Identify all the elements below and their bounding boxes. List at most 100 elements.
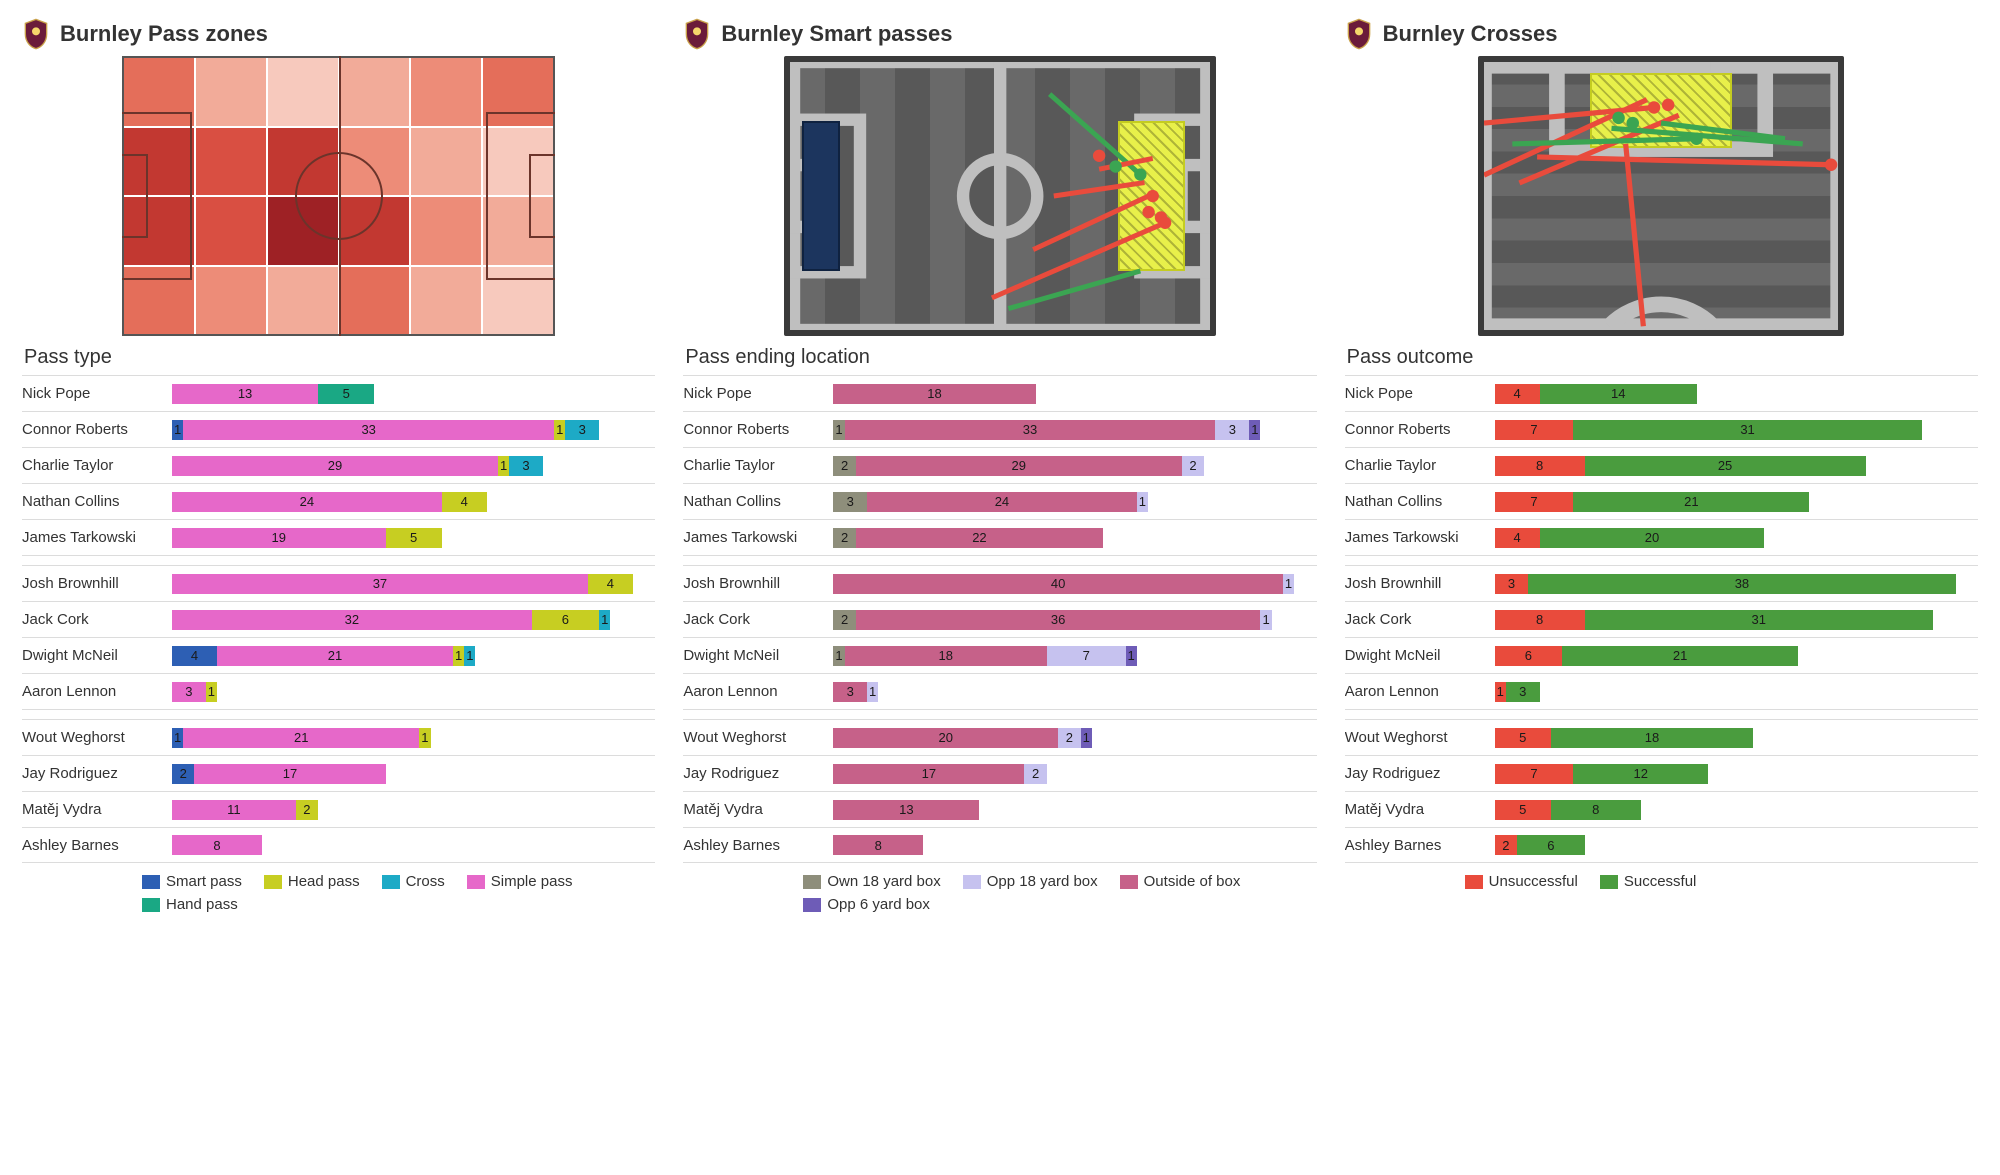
heat-cell (268, 128, 338, 196)
legend-label: Opp 18 yard box (987, 873, 1098, 890)
player-name: Charlie Taylor (1345, 457, 1495, 474)
bar-segment: 5 (1495, 728, 1551, 748)
table-row: Matěj Vydra58 (1345, 791, 1978, 827)
table-row: Jay Rodriguez217 (22, 755, 655, 791)
bar-track: 31 (172, 682, 655, 702)
pass-line (1537, 157, 1831, 165)
bar-track: 13331 (833, 420, 1316, 440)
player-name: Dwight McNeil (683, 647, 833, 664)
heat-cell (483, 197, 553, 265)
pass-dot (1648, 101, 1660, 113)
legend-swatch (803, 898, 821, 912)
table-row: Dwight McNeil11871 (683, 637, 1316, 673)
bar-segment: 14 (1540, 384, 1697, 404)
legend-item: Own 18 yard box (803, 873, 940, 890)
bar-track: 374 (172, 574, 655, 594)
bar-segment: 12 (1573, 764, 1708, 784)
table-row: Connor Roberts13313 (22, 411, 655, 447)
bar-segment: 17 (833, 764, 1024, 784)
bar-segment: 29 (856, 456, 1182, 476)
bar-segment: 1 (1495, 682, 1506, 702)
legend-label: Opp 6 yard box (827, 896, 930, 913)
column-crosses: Burnley Crosses Pass outcome Nick Pope41… (1345, 18, 1978, 1157)
heat-cell (124, 128, 194, 196)
bar-segment: 1 (206, 682, 217, 702)
pass-dot (1093, 150, 1105, 162)
bar-segment: 6 (1495, 646, 1562, 666)
heat-cell (268, 197, 338, 265)
pass-line (1033, 196, 1148, 250)
legend-item: Successful (1600, 873, 1697, 890)
bar-segment: 5 (318, 384, 374, 404)
table-row: Wout Weghorst518 (1345, 719, 1978, 755)
bar-segment: 3 (833, 682, 867, 702)
legend-swatch (803, 875, 821, 889)
bar-segment: 1 (172, 728, 183, 748)
heat-cell (340, 58, 410, 126)
bar-segment: 2 (833, 610, 855, 630)
legend-item: Head pass (264, 873, 360, 890)
bar-track: 721 (1495, 492, 1978, 512)
bar-segment: 1 (172, 420, 183, 440)
dashboard-grid: Burnley Pass zones Pass type Nick Pope13… (22, 18, 1978, 1157)
bar-segment: 29 (172, 456, 498, 476)
column-smart-passes: Burnley Smart passes Pass ending locatio… (683, 18, 1316, 1157)
bar-segment: 1 (1249, 420, 1260, 440)
player-name: Wout Weghorst (22, 729, 172, 746)
bar-track: 731 (1495, 420, 1978, 440)
bar-segment: 37 (172, 574, 588, 594)
bar-segment: 8 (1551, 800, 1641, 820)
bar-segment: 5 (1495, 800, 1551, 820)
bar-segment: 3 (509, 456, 543, 476)
bar-segment: 4 (588, 574, 633, 594)
bar-track: 8 (172, 835, 655, 855)
table-row: Charlie Taylor2292 (683, 447, 1316, 483)
heat-cell (411, 197, 481, 265)
heat-cell (483, 58, 553, 126)
bar-track: 518 (1495, 728, 1978, 748)
bar-track: 13 (833, 800, 1316, 820)
legend-pass-type: Smart passHead passCrossSimple passHand … (22, 873, 655, 913)
bar-segment: 5 (386, 528, 442, 548)
player-name: Nathan Collins (1345, 493, 1495, 510)
table-row: Nick Pope414 (1345, 375, 1978, 411)
table-row: Aaron Lennon13 (1345, 673, 1978, 709)
table-row: Jack Cork831 (1345, 601, 1978, 637)
legend-swatch (142, 898, 160, 912)
bar-segment: 2 (833, 528, 855, 548)
pass-line (1054, 183, 1145, 196)
player-name: Josh Brownhill (1345, 575, 1495, 592)
bar-segment: 1 (453, 646, 464, 666)
bar-track: 621 (1495, 646, 1978, 666)
heat-cell (124, 267, 194, 335)
bar-segment: 25 (1585, 456, 1866, 476)
player-name: Dwight McNeil (1345, 647, 1495, 664)
pass-dot (1627, 117, 1639, 129)
bar-track: 58 (1495, 800, 1978, 820)
table-row: Jay Rodriguez172 (683, 755, 1316, 791)
bar-segment: 1 (833, 646, 844, 666)
bar-segment: 3 (172, 682, 206, 702)
bar-segment: 17 (194, 764, 385, 784)
bar-segment: 36 (856, 610, 1261, 630)
table-row: Dwight McNeil42111 (22, 637, 655, 673)
bar-track: 831 (1495, 610, 1978, 630)
player-name: Jay Rodriguez (683, 765, 833, 782)
table-row: Aaron Lennon31 (22, 673, 655, 709)
bar-track: 13 (1495, 682, 1978, 702)
legend-swatch (1465, 875, 1483, 889)
player-name: James Tarkowski (22, 529, 172, 546)
pass-dot (1662, 99, 1674, 111)
heatmap-pitch (122, 56, 554, 336)
player-name: Wout Weghorst (1345, 729, 1495, 746)
bar-segment: 4 (442, 492, 487, 512)
chart-pass-loc: Nick Pope18Connor Roberts13331Charlie Ta… (683, 375, 1316, 863)
bar-track: 31 (833, 682, 1316, 702)
bar-track: 244 (172, 492, 655, 512)
bar-segment: 1 (1260, 610, 1271, 630)
bar-segment: 7 (1495, 420, 1574, 440)
player-name: Nathan Collins (22, 493, 172, 510)
bar-segment: 33 (183, 420, 554, 440)
bar-track: 8 (833, 835, 1316, 855)
chart-pass-outcome: Nick Pope414Connor Roberts731Charlie Tay… (1345, 375, 1978, 863)
